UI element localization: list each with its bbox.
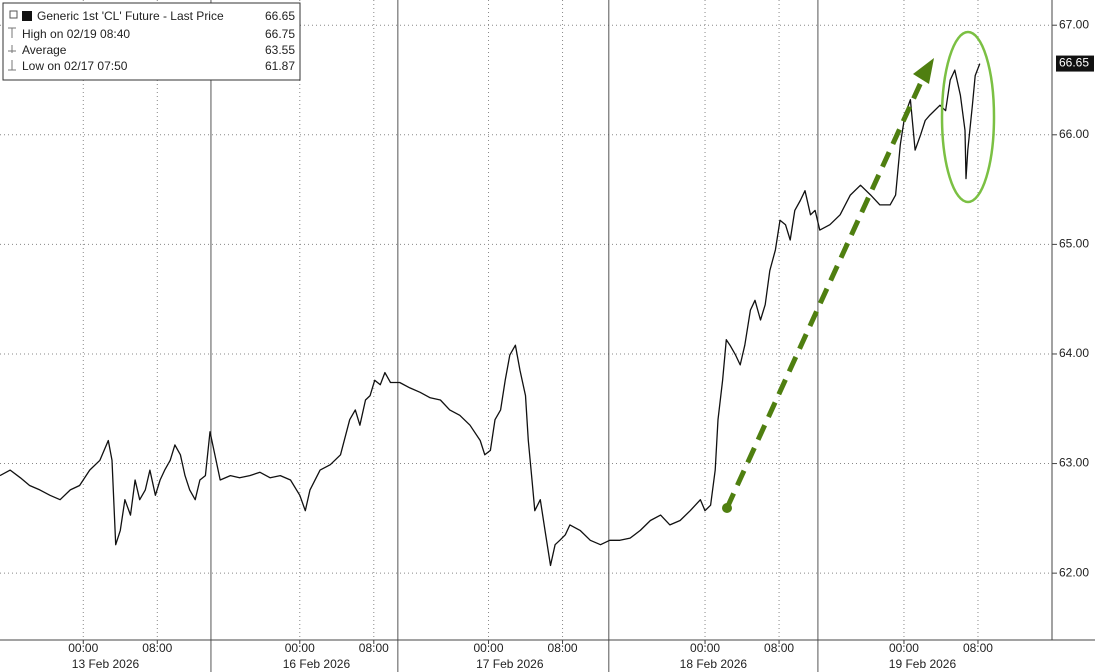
legend-stat-label: Low on 02/17 07:50	[22, 59, 128, 73]
arrow-start	[722, 503, 732, 513]
last-price-label: 66.65	[1059, 56, 1089, 70]
legend-box	[2, 2, 301, 81]
date-label: 17 Feb 2026	[476, 657, 544, 671]
arrow-head	[913, 58, 934, 84]
legend: Generic 1st 'CL' Future - Last Price 66.…	[2, 2, 301, 81]
y-tick-label: 62.00	[1059, 565, 1089, 579]
legend-title: Generic 1st 'CL' Future - Last Price	[37, 9, 224, 23]
x-tick-label: 08:00	[142, 641, 172, 655]
date-label: 16 Feb 2026	[283, 657, 351, 671]
x-tick-label: 08:00	[359, 641, 389, 655]
x-tick-label: 00:00	[68, 641, 98, 655]
x-tick-label: 08:00	[548, 641, 578, 655]
x-tick-label: 08:00	[764, 641, 794, 655]
y-tick-label: 67.00	[1059, 17, 1089, 31]
x-tick-label: 00:00	[889, 641, 919, 655]
legend-stat-value: 63.55	[265, 43, 295, 57]
x-tick-label: 00:00	[690, 641, 720, 655]
y-tick-label: 63.00	[1059, 456, 1089, 470]
legend-last: 66.65	[265, 9, 295, 23]
last-price-badge	[1056, 55, 1094, 72]
date-label: 18 Feb 2026	[680, 657, 748, 671]
legend-stat-label: High on 02/19 08:40	[22, 27, 130, 41]
legend-stat-label: Average	[22, 43, 67, 57]
legend-stat-value: 66.75	[265, 27, 295, 41]
y-tick-label: 66.00	[1059, 127, 1089, 141]
legend-swatch	[22, 11, 32, 21]
legend-icons	[8, 27, 16, 71]
x-tick-label: 00:00	[474, 641, 504, 655]
trend-arrow	[724, 78, 925, 510]
legend-toggle	[9, 10, 18, 19]
legend-stat-value: 61.87	[265, 59, 295, 73]
y-tick-label: 65.00	[1059, 237, 1089, 251]
price-line	[0, 63, 981, 567]
x-tick-label: 00:00	[285, 641, 315, 655]
date-label: 13 Feb 2026	[72, 657, 140, 671]
x-tick-label: 08:00	[963, 641, 993, 655]
y-tick-label: 64.00	[1059, 346, 1089, 360]
plot	[0, 63, 981, 567]
highlight-ellipse	[940, 30, 996, 204]
date-label: 19 Feb 2026	[889, 657, 957, 671]
grid	[0, 0, 1052, 672]
